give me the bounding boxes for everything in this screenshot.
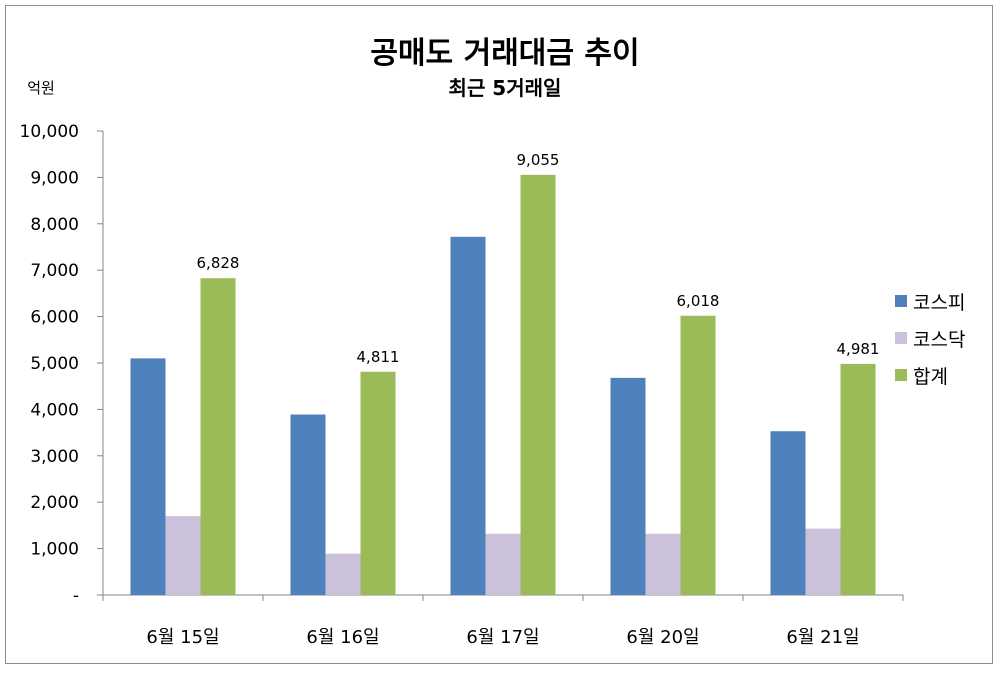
data-label: 6,828 xyxy=(197,254,240,272)
bar-total xyxy=(520,174,556,595)
bar-kospi xyxy=(770,431,806,595)
x-category-label: 6월 20일 xyxy=(626,627,699,648)
bar-kosdaq xyxy=(485,533,521,595)
y-tick-label: 6,000 xyxy=(30,308,79,328)
y-tick-label: 4,000 xyxy=(30,400,79,420)
bar-total xyxy=(360,371,396,595)
legend-label-total: 합계 xyxy=(913,366,948,388)
y-tick-label: 2,000 xyxy=(30,493,79,513)
x-category-label: 6월 21일 xyxy=(786,627,859,648)
legend-label-kospi: 코스피 xyxy=(913,292,965,314)
y-tick-label: - xyxy=(73,586,79,606)
data-label: 6,018 xyxy=(677,292,720,310)
legend-swatch-kosdaq xyxy=(895,332,907,344)
bar-total xyxy=(680,315,716,595)
chart-title: 공매도 거래대금 추이 xyxy=(370,36,639,71)
y-tick-label: 8,000 xyxy=(30,215,79,235)
y-tick-label: 5,000 xyxy=(30,354,79,374)
y-tick-label: 9,000 xyxy=(30,168,79,188)
x-category-label: 6월 17일 xyxy=(466,627,539,648)
y-tick-label: 7,000 xyxy=(30,261,79,281)
data-label: 9,055 xyxy=(517,151,560,169)
data-labels: 6,828 4,811 9,055 6,018 4,981 xyxy=(197,151,880,366)
bars xyxy=(130,174,876,596)
data-label: 4,811 xyxy=(357,348,400,366)
bar-kosdaq xyxy=(325,553,361,595)
x-category-label: 6월 16일 xyxy=(306,627,379,648)
bar-kospi xyxy=(290,414,326,595)
y-tick-label: 3,000 xyxy=(30,447,79,467)
data-label: 4,981 xyxy=(837,340,880,358)
legend-swatch-total xyxy=(895,369,907,381)
bar-total xyxy=(840,363,876,595)
bar-kospi xyxy=(610,377,646,595)
chart-subtitle: 최근 5거래일 xyxy=(449,76,562,100)
legend-label-kosdaq: 코스닥 xyxy=(913,329,965,351)
x-axis: 6월 15일 6월 16일 6월 17일 6월 20일 6월 21일 xyxy=(102,594,904,648)
bar-kosdaq xyxy=(645,533,681,595)
y-tick-label: 1,000 xyxy=(30,540,79,560)
y-axis-unit-label: 억원 xyxy=(27,79,55,97)
y-axis: - 1,000 2,000 3,000 4,000 5,000 6,000 7,000 8,00… xyxy=(20,122,104,606)
x-category-label: 6월 15일 xyxy=(146,627,219,648)
bar-kosdaq xyxy=(165,516,201,595)
y-tick-label: 10,000 xyxy=(20,122,79,142)
bar-kospi xyxy=(130,358,166,595)
bar-total xyxy=(200,278,236,595)
bar-kosdaq xyxy=(805,528,841,595)
bar-kospi xyxy=(450,236,486,596)
legend-swatch-kospi xyxy=(895,295,907,307)
